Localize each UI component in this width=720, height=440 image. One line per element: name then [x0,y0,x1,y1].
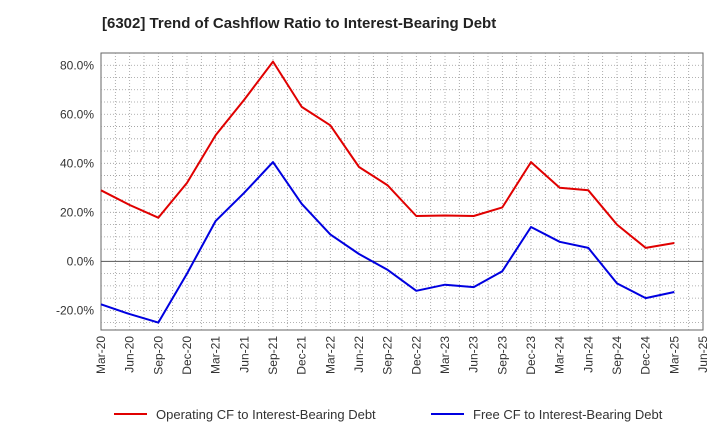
x-tick-label: Dec-21 [295,336,309,375]
x-tick-label: Dec-22 [409,336,423,375]
x-tick-label: Mar-25 [667,336,681,374]
x-tick-label: Sep-20 [151,336,165,375]
y-tick-label: 40.0% [60,156,94,170]
legend-label-1: Operating CF to Interest-Bearing Debt [156,407,376,422]
series-lines [100,60,675,324]
x-tick-label: Jun-21 [237,336,251,373]
y-tick-label: 0.0% [67,254,95,268]
legend: Operating CF to Interest-Bearing Debt Fre… [114,407,663,422]
x-tick-label: Jun-24 [581,336,595,373]
x-tick-label: Jun-23 [467,336,481,373]
x-tick-label: Sep-24 [610,336,624,375]
x-tick-label: Mar-22 [323,336,337,374]
series-line-2 [100,161,675,324]
series-line-1 [100,60,675,249]
y-tick-label: 80.0% [60,58,94,72]
chart-title: [6302] Trend of Cashflow Ratio to Intere… [102,15,497,32]
x-tick-label: Sep-22 [381,336,395,375]
x-tick-label: Mar-24 [553,336,567,374]
x-tick-label: Dec-23 [524,336,538,375]
x-tick-label: Mar-23 [438,336,452,374]
x-tick-label: Jun-20 [123,336,137,373]
x-tick-label: Jun-22 [352,336,366,373]
x-tick-label: Dec-24 [639,336,653,375]
y-tick-label: 60.0% [60,107,94,121]
x-tick-label: Sep-23 [495,336,509,375]
legend-label-2: Free CF to Interest-Bearing Debt [473,407,663,422]
y-tick-label: -20.0% [56,303,94,317]
x-tick-label: Dec-20 [180,336,194,375]
y-tick-label: 20.0% [60,205,94,219]
x-axis-tick-labels: Mar-20 Jun-20 Sep-20 Dec-20 Mar-21 Jun-21 Sep-… [94,336,710,375]
x-tick-label: Jun-25 [696,336,710,373]
x-tick-label: Mar-21 [209,336,223,374]
x-tick-label: Mar-20 [94,336,108,374]
y-axis-tick-labels: -20.0% 0.0% 20.0% 40.0% 60.0% 80.0% [56,58,94,317]
x-tick-label: Sep-21 [266,336,280,375]
grid-lines [101,53,703,330]
